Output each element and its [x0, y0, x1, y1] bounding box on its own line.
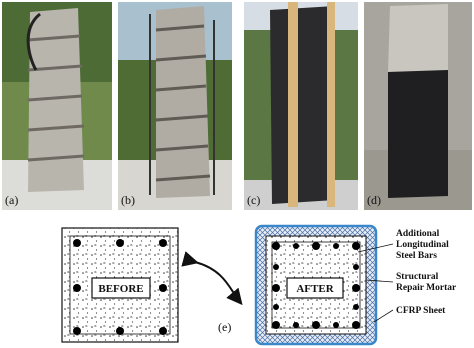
- photo-b: [118, 2, 232, 210]
- photo-d: [364, 2, 472, 210]
- leader-lines: [357, 243, 394, 323]
- before-label: BEFORE: [98, 283, 143, 295]
- panel-label: (e): [218, 320, 231, 334]
- callout: Steel Bars: [396, 251, 437, 261]
- callout: Additional: [396, 229, 440, 239]
- photo-a: [2, 2, 112, 210]
- section-before: BEFORE: [61, 227, 179, 343]
- arrow: [181, 251, 243, 306]
- section-after: AFTER: [254, 224, 378, 346]
- photo-c: [244, 2, 358, 210]
- callout: CFRP Sheet: [396, 306, 446, 316]
- callout: Structural: [396, 272, 439, 282]
- photo-label: (c): [247, 193, 260, 207]
- photo-label: (a): [5, 193, 18, 207]
- photo-label: (b): [121, 193, 135, 207]
- photo-label: (d): [367, 193, 381, 207]
- callout: Repair Mortar: [396, 283, 457, 293]
- callout: Longitudinal: [396, 240, 449, 250]
- after-label: AFTER: [296, 283, 334, 295]
